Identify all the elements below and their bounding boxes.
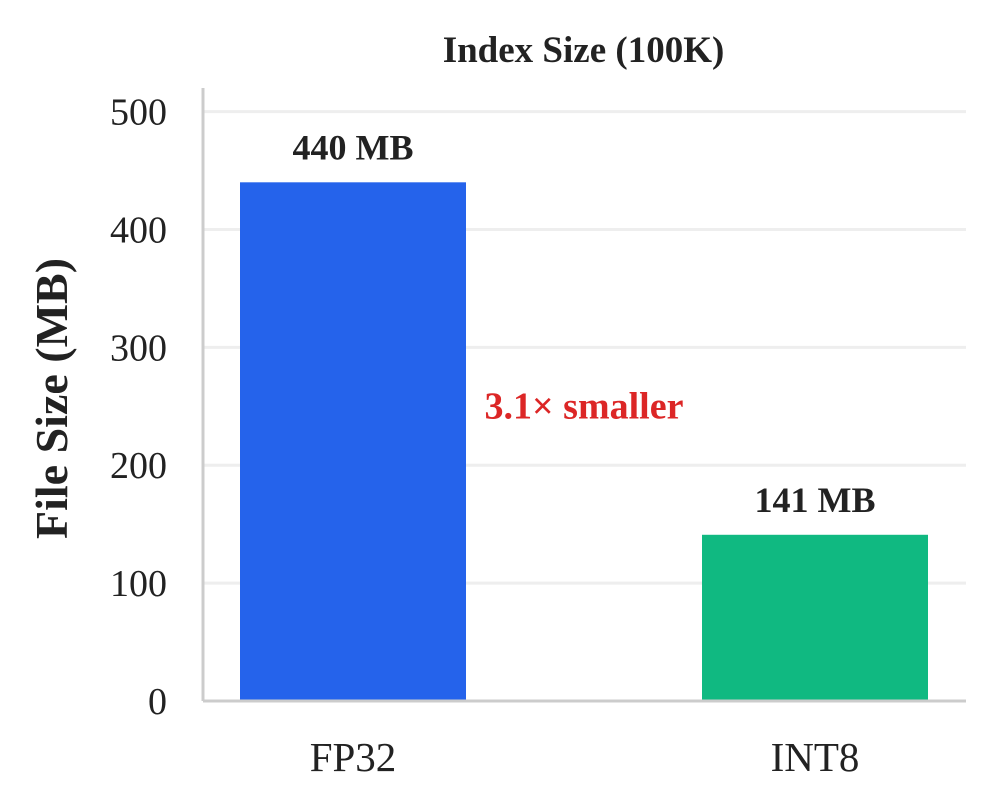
bars [240, 182, 928, 702]
data-label: 141 MB [755, 480, 876, 520]
y-tick-labels: 0 100 200 300 400 500 [110, 92, 167, 723]
x-tick-label: INT8 [771, 734, 860, 780]
x-tick-label: FP32 [310, 734, 397, 780]
ratio-annotation: 3.1× smaller [485, 385, 684, 427]
y-tick-label: 400 [110, 209, 167, 251]
y-tick-label: 100 [110, 563, 167, 605]
chart-title: Index Size (100K) [443, 30, 725, 71]
bar-int8 [702, 534, 928, 701]
y-tick-label: 300 [110, 327, 167, 369]
y-tick-label: 0 [148, 681, 167, 723]
y-axis-title: File Size (MB) [26, 258, 77, 539]
bar-fp32 [240, 182, 466, 702]
data-labels: 440 MB 141 MB [293, 127, 876, 519]
x-tick-labels: FP32 INT8 [310, 734, 860, 780]
y-tick-label: 200 [110, 445, 167, 487]
y-tick-label: 500 [110, 92, 167, 134]
data-label: 440 MB [293, 127, 414, 167]
